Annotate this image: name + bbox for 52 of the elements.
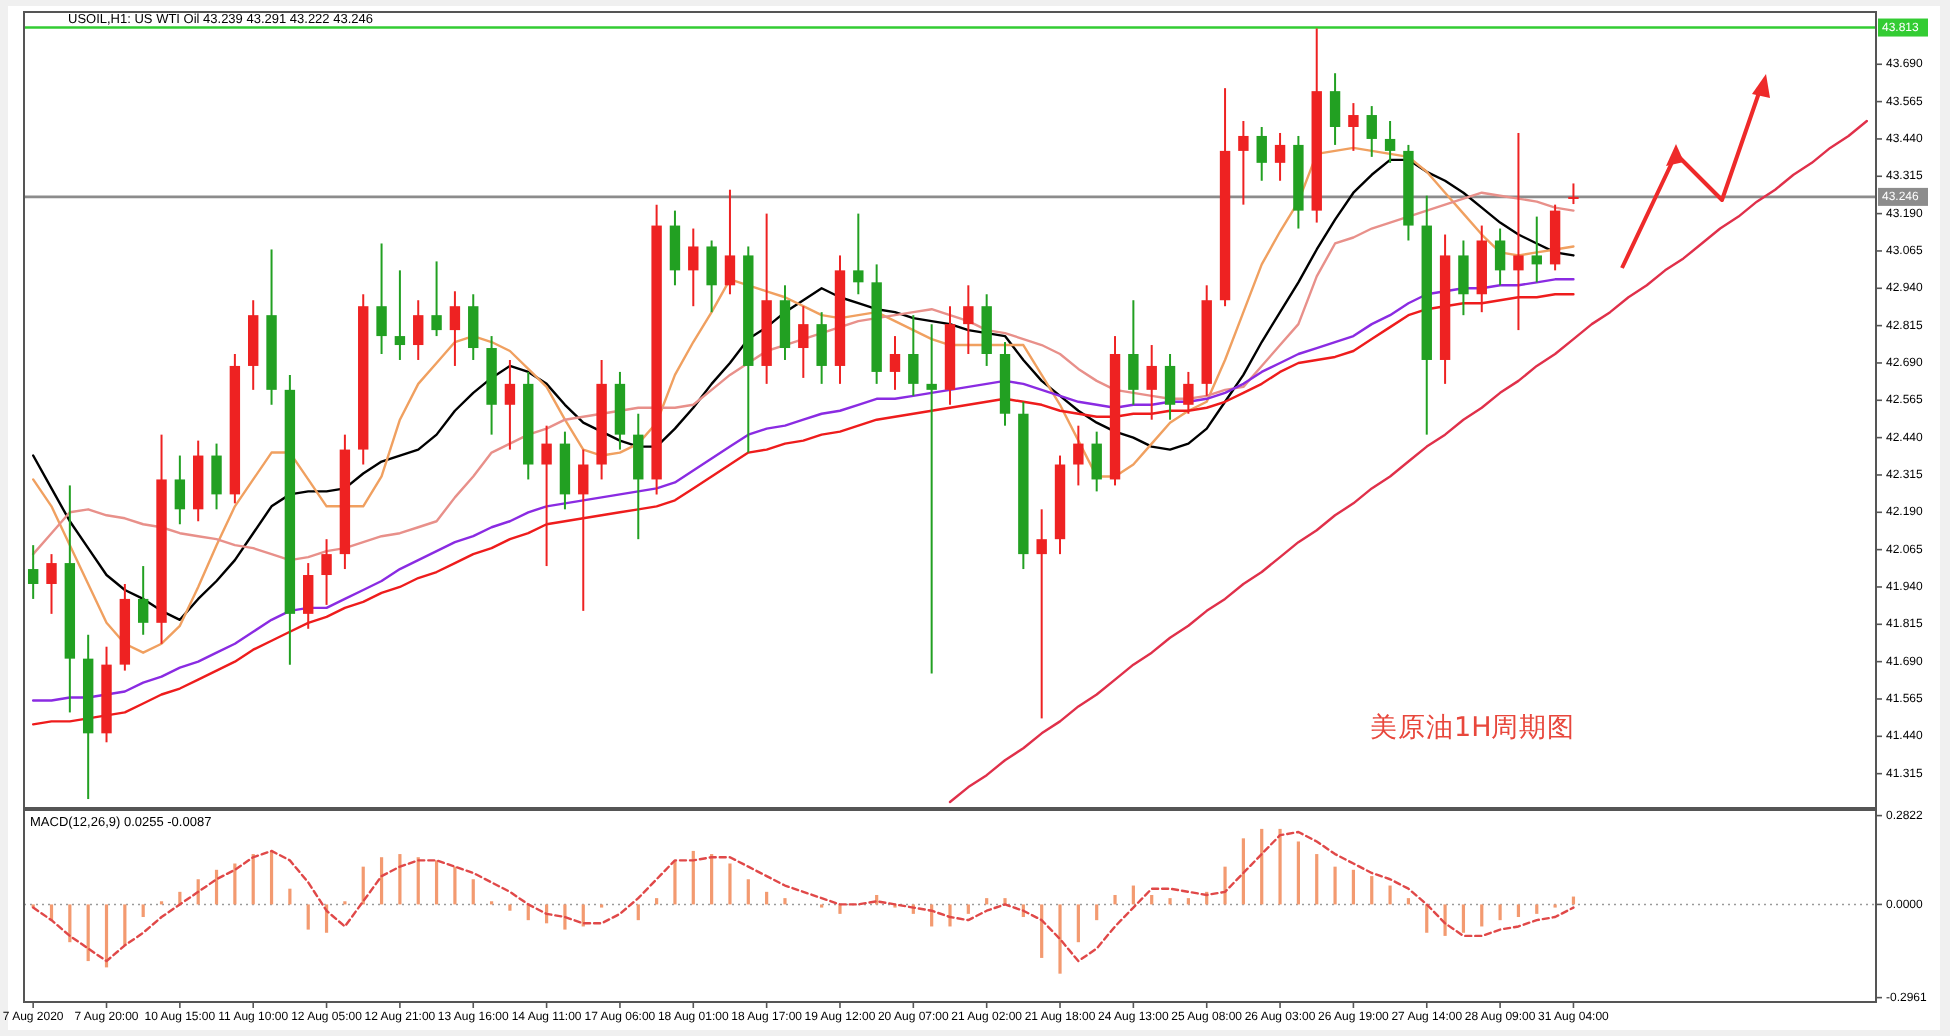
candlestick: [541, 424, 552, 568]
line-series: [31, 830, 1575, 963]
candlestick: [468, 293, 479, 361]
candlestick: [376, 242, 387, 355]
candlestick: [963, 284, 974, 355]
candlestick: [1366, 105, 1377, 158]
candlestick: [394, 269, 406, 361]
line-series: [31, 191, 1575, 562]
candlestick: [798, 305, 809, 379]
candlestick: [926, 323, 937, 675]
candlestick: [1091, 430, 1102, 493]
candlestick: [688, 227, 699, 308]
candlestick: [1329, 72, 1341, 146]
candlestick: [1073, 424, 1084, 487]
candlestick: [1183, 370, 1194, 415]
candlestick: [1146, 344, 1157, 421]
candlestick: [1531, 215, 1542, 284]
candlestick: [633, 412, 644, 541]
candlestick: [724, 188, 736, 296]
candlestick: [816, 311, 827, 385]
line-series: [948, 119, 1869, 804]
annotation: 美原油1H周期图: [1370, 712, 1576, 744]
candlestick: [321, 538, 332, 606]
candlestick: [981, 293, 992, 367]
candlestick: [504, 358, 516, 451]
candlestick: [211, 442, 222, 511]
candlestick: [1256, 125, 1267, 182]
candlestick: [1384, 120, 1396, 164]
candlestick: [578, 448, 589, 612]
candlestick: [908, 314, 919, 397]
candlestick: [137, 565, 149, 636]
candlestick: [27, 544, 39, 600]
candlestick: [853, 212, 864, 296]
candlestick: [1494, 227, 1506, 287]
candlestick: [1458, 239, 1469, 317]
candlestick: [303, 562, 314, 630]
candlestick: [1036, 508, 1047, 720]
candlestick: [174, 454, 186, 526]
candlestick: [413, 299, 424, 361]
candlestick: [889, 335, 901, 391]
candlestick: [449, 290, 461, 367]
candlestick: [1128, 299, 1139, 406]
candlestick: [1164, 353, 1176, 421]
candlestick: [1348, 102, 1359, 152]
candlestick: [706, 239, 717, 314]
candlestick: [1274, 131, 1286, 182]
candlestick: [46, 553, 57, 615]
candlestick: [431, 260, 442, 338]
candlestick: [779, 284, 791, 361]
candlestick: [1568, 182, 1579, 206]
candlestick: [1238, 120, 1249, 206]
candlestick: [669, 209, 681, 287]
